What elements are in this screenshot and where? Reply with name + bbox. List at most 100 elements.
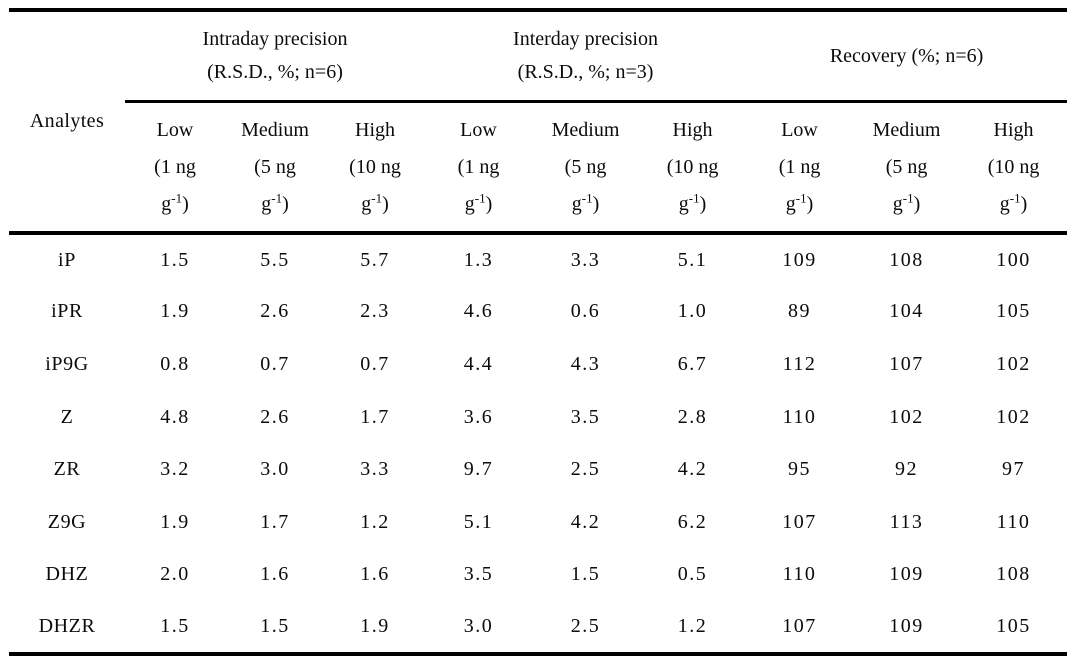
value-cell: 3.3 [570,248,601,271]
level-label: High [993,118,1034,141]
amount-label: (1 ng [457,155,500,178]
value-cell: 1.5 [260,614,290,637]
group-header-intraday-precision: Intraday precision (R.S.D., %; n=6) [125,10,426,103]
analyte-label: DHZ [45,563,89,586]
value-cell: 1.5 [570,563,601,586]
value-cell: 102 [996,405,1031,428]
amount-label: (5 ng [564,155,607,178]
table-row: ZR 3.2 3.0 3.3 9.7 2.5 4.2 95 92 97 [9,443,1067,496]
value-cell: 112 [782,352,817,375]
value-cell: 104 [889,300,924,323]
sub-header-intraday-high: High (10 ng g-1) [325,101,426,235]
unit-label: g-1) [161,189,189,215]
value-cell: 0.7 [360,352,390,375]
amount-label: (5 ng [885,155,928,178]
level-label: High [355,118,395,141]
value-cell: 95 [788,458,812,481]
value-cell: 3.2 [160,458,190,481]
table-row: Z 4.8 2.6 1.7 3.6 3.5 2.8 110 102 102 [9,391,1067,444]
table-row: iPR 1.9 2.6 2.3 4.6 0.6 1.0 89 104 105 [9,286,1067,339]
sub-header-recovery-high: High (10 ng g-1) [960,101,1068,235]
value-cell: 1.9 [160,300,190,323]
analyte-label: ZR [53,458,81,481]
value-cell: 1.5 [160,248,190,271]
table-row: iP9G 0.8 0.7 0.7 4.4 4.3 6.7 112 107 102 [9,338,1067,391]
level-label: Medium [872,118,941,141]
value-cell: 89 [788,300,812,323]
value-cell: 0.5 [677,563,708,586]
group-header-row: Analytes Intraday precision (R.S.D., %; … [9,10,1068,235]
value-cell: 5.7 [360,248,390,271]
value-cell: 110 [996,510,1031,533]
value-cell: 109 [889,563,924,586]
unit-label: g-1) [999,189,1028,215]
value-cell: 4.8 [160,405,190,428]
unit-label: g-1) [892,189,921,215]
level-label: Low [156,118,194,141]
value-cell: 2.6 [260,405,290,428]
sub-header-interday-high: High (10 ng g-1) [639,101,747,235]
amount-label: (1 ng [154,155,196,178]
sub-header-intraday-medium: Medium (5 ng g-1) [225,101,325,235]
unit-label: g-1) [464,189,493,215]
value-cell: 102 [889,405,924,428]
value-cell: 110 [782,563,817,586]
unit-label: g-1) [785,189,814,215]
analyte-label: DHZR [38,614,96,637]
amount-label: (5 ng [254,155,296,178]
value-cell: 2.8 [677,405,708,428]
value-cell: 1.7 [360,405,390,428]
value-cell: 4.6 [463,300,494,323]
value-cell: 4.3 [570,352,601,375]
analyte-label: Z [60,405,74,428]
value-cell: 105 [996,614,1031,637]
value-cell: 6.2 [677,510,708,533]
value-cell: 1.3 [463,248,494,271]
value-cell: 0.8 [160,352,190,375]
level-label: Low [781,118,818,141]
level-label: Low [460,118,497,141]
value-cell: 4.2 [570,510,601,533]
group-header-interday-precision: Interday precision (R.S.D., %; n=3) [425,10,747,103]
value-cell: 5.5 [260,248,290,271]
sub-header-recovery-medium: Medium (5 ng g-1) [853,101,961,235]
value-cell: 102 [996,352,1031,375]
sub-header-recovery-low: Low (1 ng g-1) [746,101,854,235]
value-cell: 113 [889,510,924,533]
value-cell: 108 [889,248,924,271]
unit-label: g-1) [361,189,389,215]
group-title-line1: Recovery (%; n=6) [829,44,984,67]
sub-header-row: Low (1 ng g-1) Medium (5 ng g-1) High (1… [9,101,1068,235]
analyte-label: iP [58,248,76,271]
sub-header-interday-medium: Medium (5 ng g-1) [532,101,640,235]
value-cell: 92 [895,458,919,481]
value-cell: 3.0 [260,458,290,481]
value-cell: 4.2 [677,458,708,481]
unit-label: g-1) [571,189,600,215]
value-cell: 1.9 [160,510,190,533]
value-cell: 109 [889,614,924,637]
value-cell: 2.3 [360,300,390,323]
value-cell: 3.0 [463,614,494,637]
table-body: iP 1.5 5.5 5.7 1.3 3.3 5.1 109 108 100 iPR 1.9 2.6 2.… [9,233,1067,654]
level-label: Medium [551,118,620,141]
level-label: High [672,118,713,141]
value-cell: 3.5 [570,405,601,428]
value-cell: 1.0 [677,300,708,323]
group-title-line1: Intraday precision [202,28,348,50]
amount-label: (10 ng [987,155,1040,178]
value-cell: 4.4 [463,352,494,375]
table-header: Analytes Intraday precision (R.S.D., %; … [9,10,1068,235]
table-row: Z9G 1.9 1.7 1.2 5.1 4.2 6.2 107 113 110 [9,496,1067,549]
value-cell: 2.5 [570,458,601,481]
precision-recovery-table: Analytes Intraday precision (R.S.D., %; … [9,8,1068,656]
value-cell: 2.0 [160,563,190,586]
sub-header-intraday-low: Low (1 ng g-1) [125,101,225,235]
value-cell: 0.7 [260,352,290,375]
value-cell: 0.6 [570,300,601,323]
value-cell: 110 [782,405,817,428]
value-cell: 2.6 [260,300,290,323]
value-cell: 107 [889,352,924,375]
value-cell: 100 [996,248,1031,271]
table-row: DHZ 2.0 1.6 1.6 3.5 1.5 0.5 110 109 108 [9,549,1067,602]
